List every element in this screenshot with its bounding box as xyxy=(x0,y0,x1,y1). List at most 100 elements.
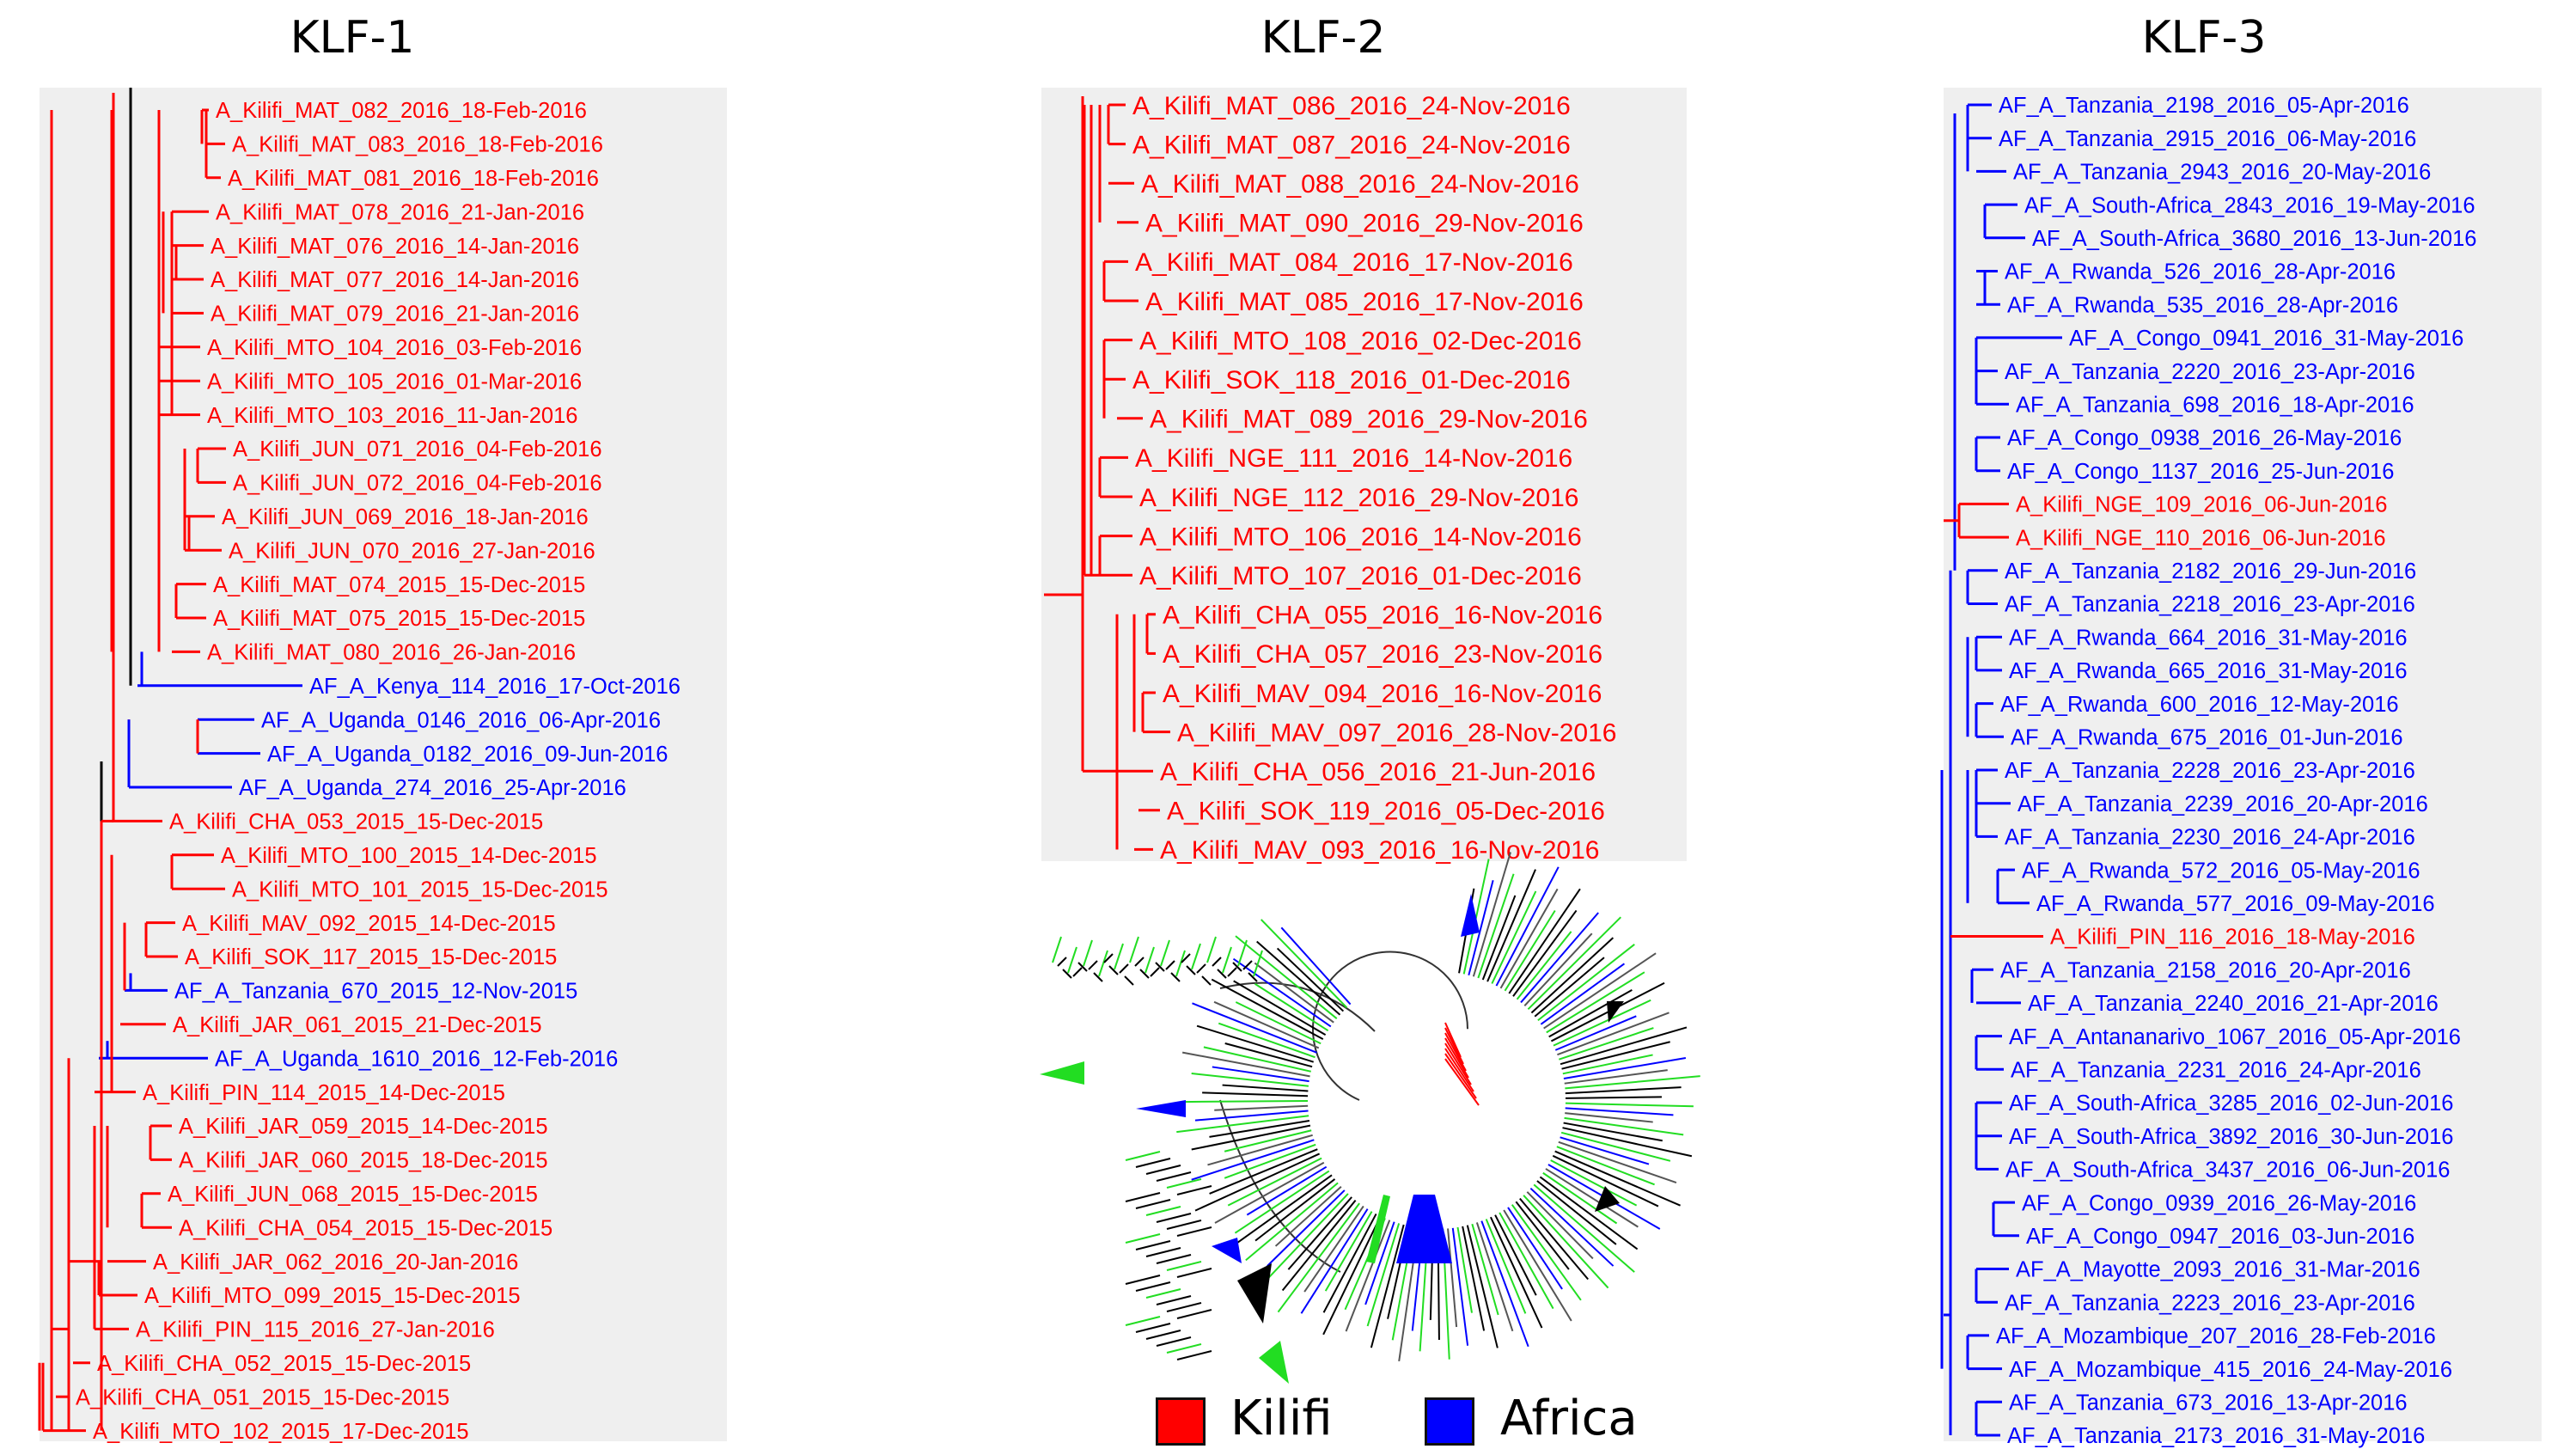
circular-tree-tip xyxy=(1125,1275,1161,1285)
circular-tree-tip xyxy=(1145,1165,1181,1175)
leaf-label: A_Kilifi_JAR_061_2015_21-Dec-2015 xyxy=(173,1013,542,1037)
circular-tree-tip xyxy=(1540,963,1626,1025)
circular-tree-tip xyxy=(1139,969,1150,979)
circular-tree-tip xyxy=(1214,1161,1325,1224)
leaf-label: AF_A_Tanzania_2240_2016_21-Apr-2016 xyxy=(2028,992,2439,1016)
leaf-label: A_Kilifi_MAT_075_2015_15-Dec-2015 xyxy=(213,607,585,631)
circular-tree-tip xyxy=(1515,1201,1570,1270)
legend-kilifi-swatch xyxy=(1156,1397,1206,1446)
leaf-label: AF_A_Tanzania_2943_2016_20-May-2016 xyxy=(2013,161,2431,185)
circular-tree-tip xyxy=(1562,1127,1693,1158)
circular-tree-tip xyxy=(1224,1174,1333,1253)
leaf-label: A_Kilifi_SOK_117_2015_15-Dec-2015 xyxy=(185,945,557,969)
panel-title-klf1: KLF-1 xyxy=(290,12,415,64)
circular-tree-tip xyxy=(1212,1066,1309,1083)
circular-tree-tip xyxy=(1303,1205,1364,1293)
circular-tree-tip xyxy=(1499,1212,1554,1310)
circular-tree-tip xyxy=(1276,947,1345,1012)
leaf-label: AF_A_Rwanda_526_2016_28-Apr-2016 xyxy=(2005,260,2396,284)
collapsed-clade-africa xyxy=(1461,894,1480,937)
kilifi-tip xyxy=(1444,1058,1480,1106)
leaf-label: AF_A_Tanzania_698_2016_18-Apr-2016 xyxy=(2016,393,2414,417)
circular-tree-tip xyxy=(1477,873,1515,979)
circular-tree-tip xyxy=(1545,1168,1639,1228)
circular-tree-tip xyxy=(1186,965,1196,975)
leaf-label: AF_A_Rwanda_664_2016_31-May-2016 xyxy=(2009,626,2408,650)
circular-tree-tip xyxy=(1166,1261,1202,1271)
circular-tree-tip xyxy=(1145,1330,1181,1340)
circular-tree-tip xyxy=(1125,1233,1161,1244)
circular-tree-tip xyxy=(1135,1158,1171,1168)
circular-tree-tip xyxy=(1560,1131,1671,1162)
circular-tree-tip xyxy=(1166,1343,1202,1354)
circular-tree-tip xyxy=(1475,1222,1514,1332)
circular-tree-tip xyxy=(1222,946,1232,974)
circular-tree-tip xyxy=(1191,1139,1315,1181)
leaf-label: AF_A_Tanzania_2182_2016_29-Jun-2016 xyxy=(2005,559,2416,584)
leaf-label: A_Kilifi_CHA_052_2015_15-Dec-2015 xyxy=(97,1352,471,1376)
circular-tree-tip xyxy=(1181,953,1191,963)
leaf-label: AF_A_Congo_0939_2016_26-May-2016 xyxy=(2022,1191,2416,1215)
circular-tree-tip xyxy=(1462,1226,1486,1331)
circular-tree-tip xyxy=(1135,1240,1171,1250)
leaf-label: AF_A_Rwanda_572_2016_05-May-2016 xyxy=(2022,859,2420,883)
circular-tree-tip xyxy=(1259,1193,1349,1287)
circular-tree-tip xyxy=(1554,1150,1681,1207)
circular-tree-tip xyxy=(1287,1196,1352,1270)
leaf-label: A_Kilifi_MTO_100_2015_14-Dec-2015 xyxy=(221,844,597,868)
leaf-label: AF_A_Tanzania_2915_2016_06-May-2016 xyxy=(1999,127,2416,151)
circular-tree-tip xyxy=(1222,1084,1309,1092)
circular-tree-tip xyxy=(1067,946,1077,974)
leaf-label: A_Kilifi_CHA_053_2015_15-Dec-2015 xyxy=(169,810,543,835)
circular-tree-tip xyxy=(1366,1223,1401,1327)
circular-tree-tip xyxy=(1212,957,1222,967)
leaf-label: AF_A_Tanzania_2228_2016_23-Apr-2016 xyxy=(2005,759,2415,783)
klf1-tree: A_Kilifi_MAT_082_2016_18-Feb-2016 A_Kilif… xyxy=(38,88,681,1444)
circular-tree-tip xyxy=(1083,939,1093,967)
circular-tree-tip xyxy=(1245,1182,1339,1262)
leaf-label: A_Kilifi_MAT_086_2016_24-Nov-2016 xyxy=(1132,92,1571,120)
circular-tree-tip xyxy=(1324,1211,1373,1292)
circular-tree-tip xyxy=(1176,1185,1212,1195)
klf3-panel-background xyxy=(1944,88,2542,1441)
circular-tree-tip xyxy=(1227,967,1237,977)
circular-tree-tip xyxy=(1114,943,1124,970)
circular-tree-tip xyxy=(1520,912,1599,1004)
circular-tree-tip xyxy=(1211,978,1324,1040)
leaf-label: AF_A_Tanzania_2230_2016_24-Apr-2016 xyxy=(2005,826,2415,850)
circular-tree-tip xyxy=(1503,1209,1572,1322)
circular-tree-tip xyxy=(1166,1178,1202,1189)
circular-tree-tip xyxy=(1165,960,1175,970)
circular-tree-tip xyxy=(1160,939,1170,967)
klf1-panel-background xyxy=(40,88,727,1441)
circular-tree-tip xyxy=(1554,1015,1637,1051)
klf2-tree: A_Kilifi_MAT_086_2016_24-Nov-2016 A_Kilif… xyxy=(1044,92,1616,865)
circular-tree-tip xyxy=(1536,1180,1617,1245)
leaf-label: A_Kilifi_MAV_097_2016_28-Nov-2016 xyxy=(1177,718,1616,747)
leaf-label: A_Kilifi_MAT_082_2016_18-Feb-2016 xyxy=(216,99,587,123)
leaf-label: AF_A_Congo_1137_2016_25-Jun-2016 xyxy=(2007,460,2394,484)
leaf-label: A_Kilifi_JAR_062_2016_20-Jan-2016 xyxy=(153,1250,518,1275)
leaf-label: A_Kilifi_MAV_094_2016_16-Nov-2016 xyxy=(1163,680,1602,708)
circular-tree-tip xyxy=(1233,980,1327,1036)
leaf-label: A_Kilifi_SOK_119_2016_05-Dec-2016 xyxy=(1167,798,1605,826)
circular-tree-tip xyxy=(1135,1199,1171,1209)
collapsed-clade xyxy=(1595,1186,1620,1212)
circular-tree-tip xyxy=(1119,963,1129,974)
circular-tree-tip xyxy=(1125,1192,1161,1202)
leaf-label: AF_A_Tanzania_673_2016_13-Apr-2016 xyxy=(2009,1391,2408,1415)
circular-tree-tip xyxy=(1182,1100,1309,1104)
circular-tree-tip xyxy=(1539,1176,1639,1250)
leaf-label: AF_A_Congo_0938_2016_26-May-2016 xyxy=(2007,426,2402,450)
circular-tree-tip xyxy=(1052,936,1062,963)
leaf-label: A_Kilifi_MTO_107_2016_01-Dec-2016 xyxy=(1139,562,1582,590)
circular-tree-branch xyxy=(1219,1099,1341,1273)
circular-tree-tip xyxy=(1511,1204,1582,1301)
kilifi-tip xyxy=(1444,1027,1464,1065)
leaf-label: AF_A_South-Africa_3892_2016_30-Jun-2016 xyxy=(2009,1125,2453,1149)
circular-tree-tip xyxy=(1542,1171,1618,1225)
circular-tree-tip xyxy=(1490,1216,1543,1329)
circular-tree-tip xyxy=(1523,1195,1609,1289)
circular-tree-tip xyxy=(1529,1187,1615,1267)
circular-tree-tip xyxy=(1176,1268,1212,1278)
